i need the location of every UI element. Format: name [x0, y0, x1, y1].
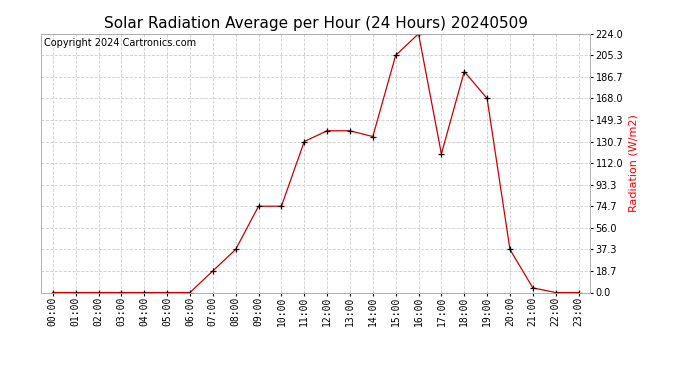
Text: Copyright 2024 Cartronics.com: Copyright 2024 Cartronics.com	[44, 38, 196, 48]
Y-axis label: Radiation (W/m2): Radiation (W/m2)	[629, 114, 639, 212]
Title: Solar Radiation Average per Hour (24 Hours) 20240509: Solar Radiation Average per Hour (24 Hou…	[104, 16, 528, 31]
